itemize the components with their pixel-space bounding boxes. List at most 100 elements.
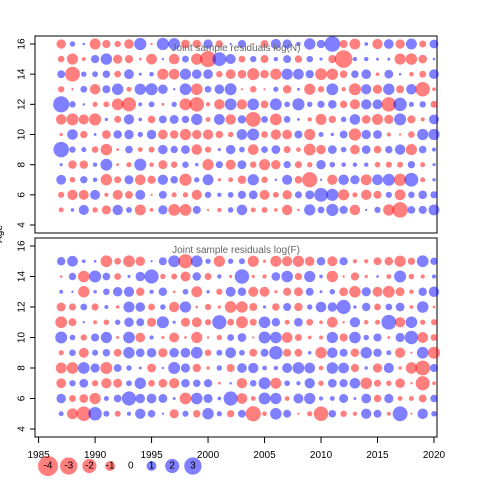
residual-bubble xyxy=(306,55,313,63)
residual-bubble xyxy=(261,176,268,183)
legend-bubble xyxy=(184,457,202,475)
residual-bubble xyxy=(384,256,394,266)
residual-bubble xyxy=(417,408,428,419)
residual-bubble xyxy=(237,175,247,184)
residual-bubble xyxy=(430,100,438,108)
residual-bubble xyxy=(361,287,371,297)
residual-bubble xyxy=(326,203,339,216)
residual-bubble xyxy=(189,97,205,112)
residual-bubble xyxy=(78,347,89,358)
residual-bubble xyxy=(282,39,292,49)
residual-bubble xyxy=(56,302,66,312)
residual-bubble xyxy=(294,161,302,169)
residual-bubble xyxy=(113,364,122,372)
residual-bubble xyxy=(392,202,408,218)
residual-bubble xyxy=(250,161,257,168)
residual-bubble xyxy=(315,68,327,81)
residual-bubble xyxy=(138,72,142,76)
residual-bubble xyxy=(215,161,223,169)
residual-bubble xyxy=(225,159,236,170)
residual-bubble xyxy=(416,255,429,268)
residual-bubble xyxy=(260,69,269,79)
residual-bubble xyxy=(294,175,303,184)
residual-bubble xyxy=(315,347,327,359)
residual-bubble xyxy=(334,50,353,68)
residual-bubble xyxy=(407,206,416,214)
residual-bubble xyxy=(360,347,372,359)
residual-bubble xyxy=(55,331,68,344)
residual-bubble xyxy=(249,318,257,326)
residual-bubble xyxy=(69,334,76,341)
residual-bubble xyxy=(192,379,201,388)
legend-bubble xyxy=(60,457,78,475)
residual-bubble xyxy=(112,287,123,297)
residual-bubble xyxy=(229,381,232,385)
residual-bubble xyxy=(316,159,326,170)
residual-bubble xyxy=(432,178,436,182)
residual-bubble xyxy=(350,363,360,373)
residual-bubble xyxy=(126,411,132,416)
residual-bubble xyxy=(191,144,203,155)
residual-bubble xyxy=(270,408,282,420)
residual-bubble xyxy=(146,393,157,404)
residual-bubble xyxy=(350,348,360,357)
residual-bubble xyxy=(124,175,134,185)
residual-bubble xyxy=(408,191,415,199)
residual-bubble xyxy=(136,318,145,327)
residual-bubble xyxy=(160,273,166,280)
residual-bubble xyxy=(121,97,137,112)
residual-bubble xyxy=(138,102,143,107)
residual-bubble xyxy=(307,335,312,340)
residual-bubble xyxy=(236,204,248,216)
residual-bubble xyxy=(169,130,179,139)
residual-bubble xyxy=(213,113,225,125)
residual-bubble xyxy=(393,173,407,186)
residual-bubble xyxy=(259,189,270,200)
residual-bubble xyxy=(79,394,89,403)
residual-bubble xyxy=(215,130,224,139)
residual-bubble xyxy=(394,347,406,358)
residual-bubble xyxy=(415,82,430,97)
y-tick-label: 12 xyxy=(17,98,28,110)
residual-bubble xyxy=(126,86,132,92)
residual-bubble xyxy=(319,290,323,294)
residual-bubble xyxy=(349,99,360,110)
residual-bubble xyxy=(217,381,221,385)
residual-bubble xyxy=(53,141,69,158)
residual-bubble xyxy=(168,53,180,65)
residual-bubble xyxy=(71,290,74,293)
residual-bubble xyxy=(272,303,280,311)
residual-bubble xyxy=(349,285,361,298)
residual-bubble xyxy=(100,362,113,374)
residual-bubble xyxy=(294,333,302,342)
residual-bubble xyxy=(394,189,406,201)
residual-bubble xyxy=(113,394,122,403)
residual-bubble xyxy=(229,274,233,279)
residual-bubble xyxy=(386,350,392,356)
residual-bubble xyxy=(349,204,361,216)
residual-bubble xyxy=(261,207,268,213)
residual-bubble xyxy=(340,116,347,123)
residual-bubble xyxy=(381,97,397,112)
residual-bubble xyxy=(339,394,349,403)
residual-bubble xyxy=(168,38,181,50)
residual-bubble xyxy=(82,321,86,324)
y-tick-label: 8 xyxy=(17,161,28,167)
residual-bubble xyxy=(102,39,111,49)
residual-bubble xyxy=(405,316,418,329)
residual-bubble xyxy=(407,115,416,124)
residual-bubble xyxy=(102,85,111,94)
residual-bubble xyxy=(181,39,190,49)
residual-bubble xyxy=(259,159,271,171)
residual-bubble xyxy=(339,130,348,139)
residual-bubble xyxy=(248,362,259,374)
residual-bubble xyxy=(56,174,67,185)
residual-bubble xyxy=(68,160,77,169)
residual-bubble xyxy=(92,177,98,183)
residual-bubble xyxy=(104,192,109,197)
residual-bubble xyxy=(372,99,383,110)
residual-bubble xyxy=(191,69,202,79)
residual-bubble xyxy=(89,83,101,95)
residual-bubble xyxy=(386,132,391,137)
residual-bubble xyxy=(237,333,247,342)
